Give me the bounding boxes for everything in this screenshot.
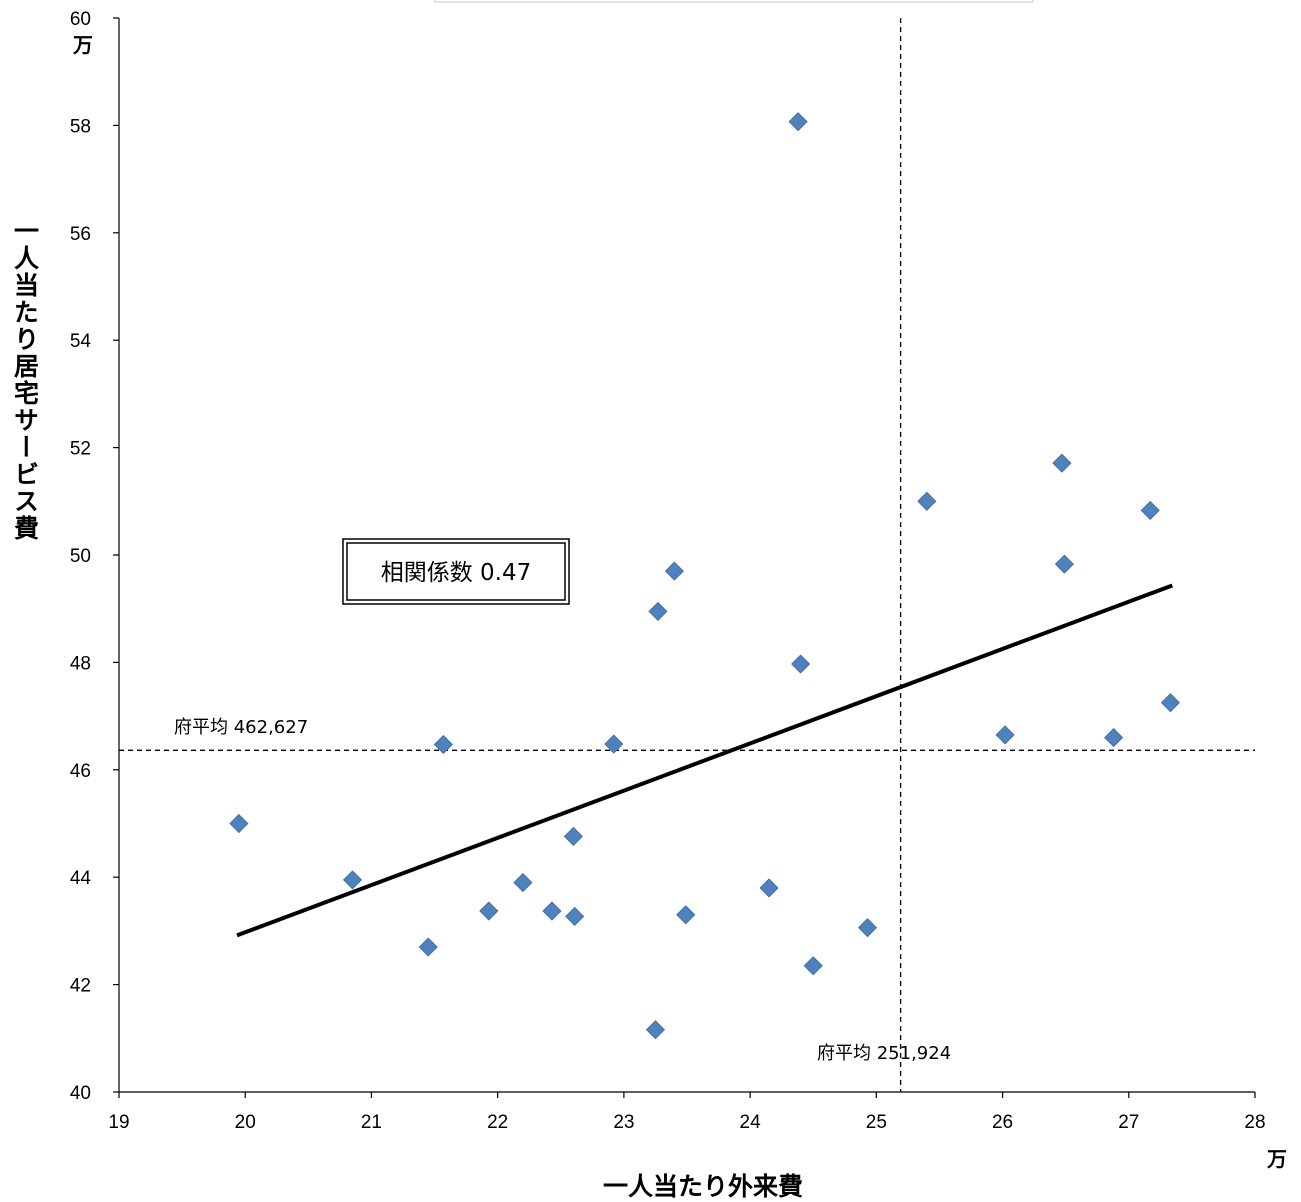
x-tick-label: 27 (1118, 1112, 1139, 1133)
data-point (648, 601, 668, 621)
y-tick-label: 58 (70, 116, 91, 137)
x-average-label: 府平均 251,924 (817, 1043, 951, 1064)
data-point (542, 901, 562, 921)
trend-line (236, 583, 1174, 938)
data-point (664, 561, 684, 581)
y-tick-label: 46 (70, 761, 91, 782)
data-point (788, 112, 808, 132)
y-unit-label: 万 (72, 33, 93, 57)
data-point (917, 491, 937, 511)
data-point (759, 878, 779, 898)
x-tick-label: 28 (1244, 1112, 1265, 1133)
x-tick-label: 24 (740, 1112, 762, 1133)
y-tick-label: 44 (70, 868, 92, 889)
data-point (604, 734, 624, 754)
x-tick-label: 25 (866, 1112, 887, 1133)
y-tick-label: 54 (70, 331, 92, 352)
x-tick-label: 19 (108, 1112, 129, 1133)
data-point (479, 901, 499, 921)
x-tick-label: 22 (487, 1112, 508, 1133)
x-tick-label: 21 (361, 1112, 382, 1133)
x-tick-label: 20 (235, 1112, 256, 1133)
y-tick-label: 56 (70, 224, 91, 245)
x-tick-label: 23 (613, 1112, 634, 1133)
plot-area: 40 42 44 46 48 50 52 54 56 58 60 19 20 21 22 23 24 25 26 27… (70, 9, 1266, 1133)
data-point (565, 906, 585, 926)
data-point (791, 654, 811, 674)
x-axis-title: 一人当たり外来費 (603, 1172, 803, 1201)
data-point (1054, 554, 1074, 574)
y-tick-label: 48 (70, 653, 91, 674)
y-axis-title: 一人当たり居宅サービス費 (11, 218, 41, 542)
correlation-text: 相関係数 0.47 (381, 560, 532, 586)
x-tick-label: 26 (992, 1112, 1013, 1133)
data-point (1052, 453, 1072, 473)
y-average-label: 府平均 462,627 (174, 717, 308, 738)
data-point (563, 826, 583, 846)
data-point (1104, 728, 1124, 748)
data-point (513, 873, 533, 893)
data-point (645, 1020, 666, 1040)
x-unit-label: 万 (1266, 1147, 1287, 1171)
data-point (1140, 500, 1160, 520)
data-point (342, 870, 363, 890)
data-point (803, 956, 823, 976)
y-tick-label: 60 (70, 9, 91, 30)
data-point (229, 813, 249, 834)
y-tick-label: 40 (70, 1083, 91, 1104)
y-tick-label: 52 (70, 439, 91, 460)
data-point (995, 725, 1015, 745)
y-tick-label: 50 (70, 546, 91, 567)
data-point (433, 734, 453, 755)
data-point (857, 918, 878, 938)
data-point (676, 905, 696, 925)
data-point (418, 937, 438, 957)
data-point (1160, 693, 1180, 713)
correlation-box: 相関係数 0.47 (342, 538, 570, 605)
y-tick-label: 42 (70, 976, 91, 997)
header-box-remnant (434, 0, 1034, 3)
